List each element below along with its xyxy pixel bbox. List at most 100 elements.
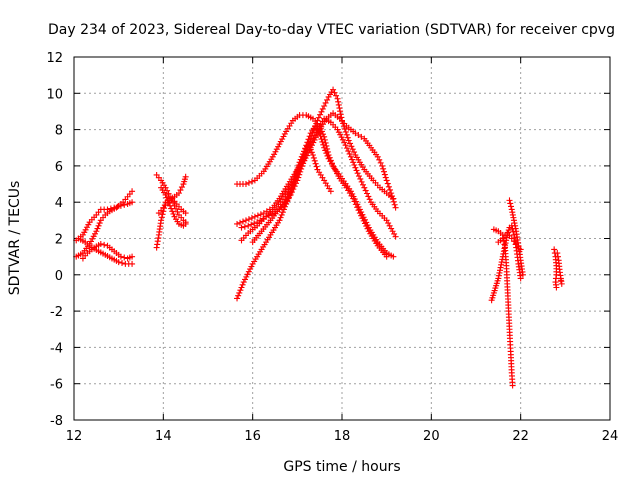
data-point	[335, 101, 342, 108]
data-point	[318, 108, 325, 115]
data-point	[248, 178, 255, 185]
data-point	[129, 188, 136, 195]
data-point	[392, 204, 399, 211]
data-point	[314, 131, 321, 138]
data-point	[294, 165, 301, 172]
data-point	[500, 238, 507, 245]
data-point	[512, 222, 519, 229]
data-point	[306, 138, 313, 145]
data-point	[165, 200, 172, 207]
data-point	[335, 98, 342, 105]
data-point	[390, 253, 397, 260]
data-point	[324, 96, 331, 103]
data-point	[554, 253, 561, 260]
data-point	[517, 275, 524, 282]
data-point	[351, 198, 358, 205]
data-point	[320, 131, 327, 138]
data-point	[234, 295, 241, 302]
data-point	[312, 134, 319, 141]
data-point	[238, 224, 245, 231]
data-point	[307, 135, 314, 142]
data-point	[336, 105, 343, 112]
data-point	[277, 214, 284, 221]
data-point	[307, 146, 314, 153]
data-point	[162, 191, 169, 198]
y-tick-label: 6	[55, 160, 63, 175]
data-point	[314, 117, 321, 124]
data-point	[310, 139, 317, 146]
data-point	[94, 225, 101, 232]
data-point	[389, 195, 396, 202]
x-axis-label: GPS time / hours	[283, 459, 400, 475]
data-point	[182, 220, 189, 227]
data-point	[509, 209, 516, 216]
x-tick-label: 18	[334, 429, 351, 444]
data-point	[345, 148, 352, 155]
series-arc-14-a	[153, 173, 189, 251]
data-point	[379, 162, 386, 169]
x-tick-label: 16	[244, 429, 261, 444]
data-point	[510, 214, 517, 221]
data-point	[121, 254, 128, 261]
y-tick-label: 2	[55, 233, 63, 248]
data-point	[341, 139, 348, 146]
data-point	[352, 164, 359, 171]
data-point	[346, 150, 353, 157]
data-point	[319, 105, 326, 112]
data-point	[362, 187, 369, 194]
data-point	[322, 99, 329, 106]
data-point	[236, 289, 243, 296]
data-point	[509, 382, 516, 389]
data-point	[296, 159, 303, 166]
data-point	[495, 275, 502, 282]
data-point	[158, 217, 165, 224]
x-tick-label: 24	[602, 429, 619, 444]
data-point	[361, 220, 368, 227]
data-point	[350, 195, 357, 202]
chart-title: Day 234 of 2023, Sidereal Day-to-day VTE…	[48, 22, 615, 38]
y-tick-label: 8	[55, 124, 63, 139]
series-arc-12-d	[79, 240, 136, 262]
y-tick-label: -2	[50, 305, 63, 320]
data-point	[158, 214, 165, 221]
data-point	[341, 126, 348, 133]
data-point	[330, 86, 337, 93]
data-point	[248, 263, 255, 270]
data-point	[507, 203, 514, 210]
data-point	[496, 269, 503, 276]
data-point	[380, 165, 387, 172]
data-point	[245, 216, 252, 223]
data-point	[308, 149, 315, 156]
data-point	[299, 151, 306, 158]
data-point	[517, 246, 524, 253]
data-series	[73, 86, 565, 389]
data-point	[237, 287, 244, 294]
data-point	[497, 264, 504, 271]
data-point	[510, 228, 517, 235]
y-tick-label: 10	[46, 87, 63, 102]
data-point	[495, 272, 502, 279]
data-point	[288, 185, 295, 192]
series-arc-16-d	[238, 86, 397, 231]
data-point	[389, 228, 396, 235]
data-point	[343, 145, 350, 152]
data-point	[383, 253, 390, 260]
data-point	[254, 212, 261, 219]
data-point	[498, 261, 505, 268]
data-point	[391, 230, 398, 237]
data-point	[234, 220, 241, 227]
data-point	[312, 123, 319, 130]
data-point	[317, 111, 324, 118]
data-point	[292, 173, 299, 180]
data-point	[510, 231, 517, 238]
data-point	[380, 168, 387, 175]
y-tick-label: 0	[55, 269, 63, 284]
data-point	[167, 202, 174, 209]
data-point	[315, 114, 322, 121]
data-point	[129, 253, 136, 260]
data-point	[390, 198, 397, 205]
data-point	[506, 197, 513, 204]
series-arc-16-e	[238, 110, 399, 244]
data-point	[324, 148, 331, 155]
